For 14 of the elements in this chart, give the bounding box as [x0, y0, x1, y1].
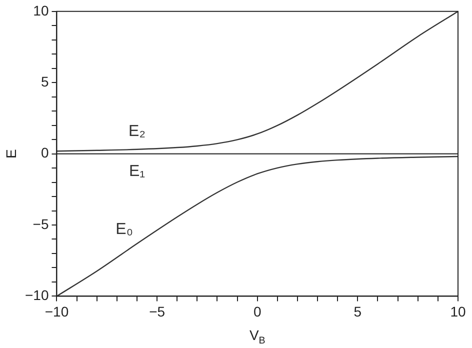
y-tick-label: 0: [40, 144, 49, 161]
y-tick-label: −5: [32, 216, 49, 232]
series-label: E₀: [116, 221, 133, 238]
y-tick-label: −10: [25, 287, 49, 304]
y-tick-label: 5: [40, 73, 49, 90]
y-axis-title: E: [2, 149, 19, 158]
x-tick-label: 0: [253, 303, 262, 320]
series-label: E₁: [128, 163, 146, 180]
y-tick-label: 10: [33, 2, 49, 18]
line-series: [56, 11, 458, 152]
x-tick-label: 10: [450, 303, 466, 320]
x-tick-label: −5: [149, 303, 166, 320]
series-label: E₂: [128, 122, 146, 140]
x-tick-label: 5: [354, 303, 362, 320]
